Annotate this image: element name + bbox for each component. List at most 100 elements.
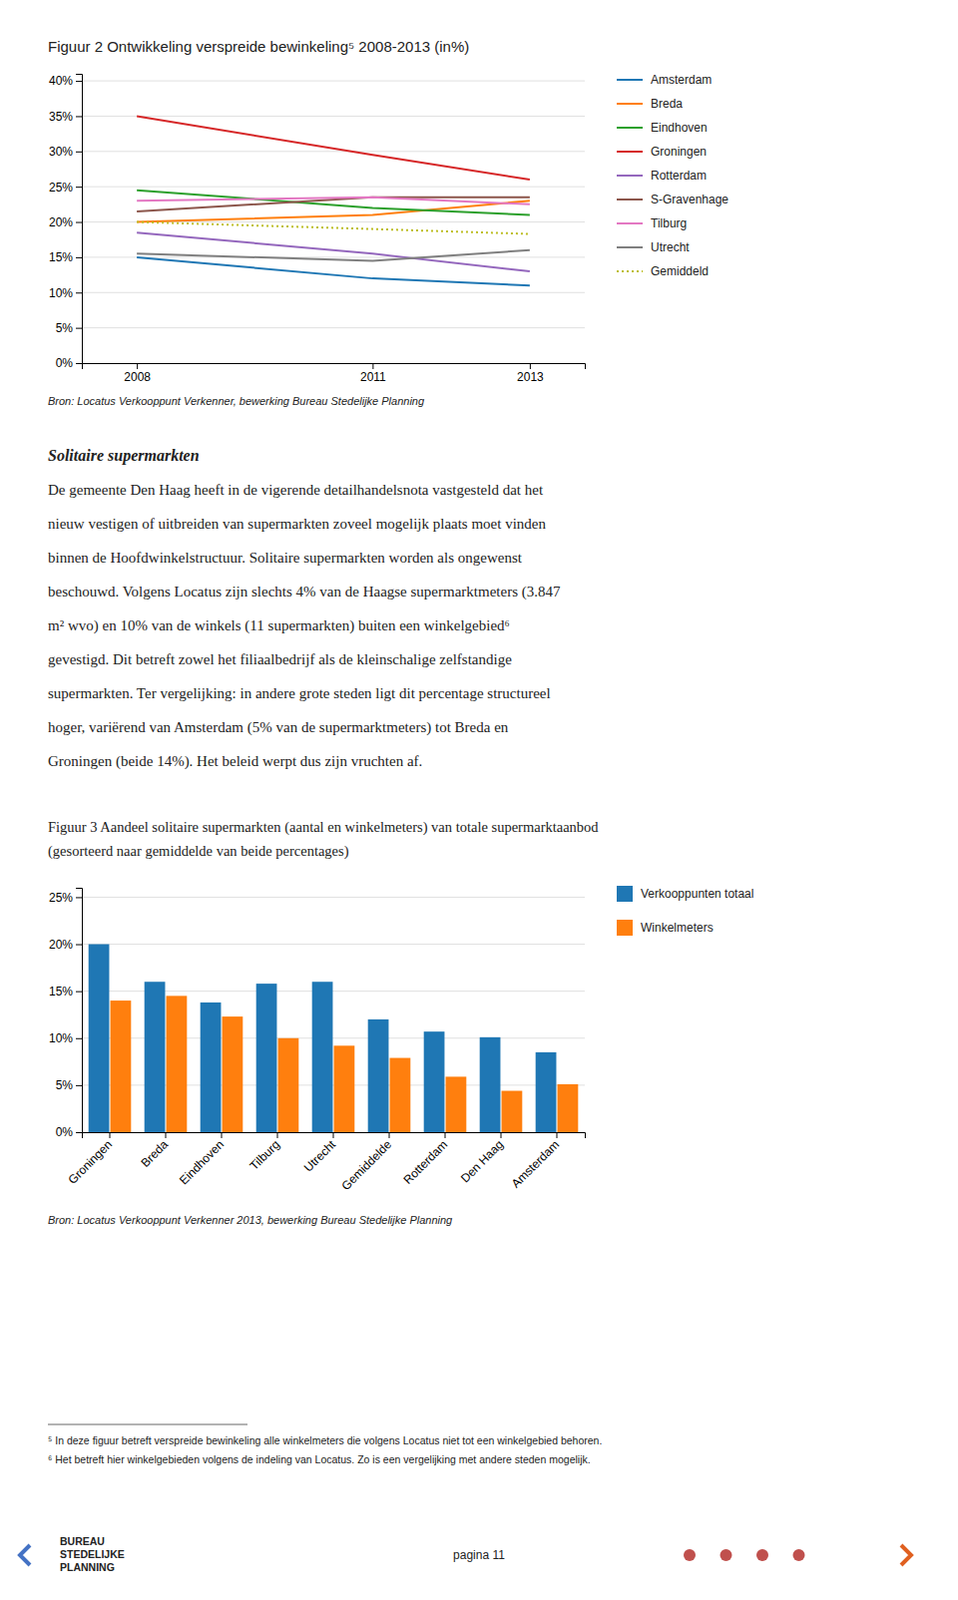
heading: Solitaire supermarkten (47, 447, 200, 466)
logo-text: STEDELIJKE (59, 1548, 125, 1561)
tick-mark (372, 363, 374, 370)
tick-mark (75, 328, 82, 330)
legend-label: Breda (650, 96, 683, 111)
y-axis: 0%5%10%15%20%25% (48, 889, 83, 1141)
legend-label: S-Gravenhage (650, 192, 729, 207)
chart-subtitle: (gesorteerd naar gemiddelde van beide pe… (47, 843, 350, 861)
bar (166, 995, 188, 1133)
chart-title: Figuur 2 Ontwikkeling verspreide bewinke… (47, 37, 470, 55)
paragraph-line: m² wvo) en 10% van de winkels (11 superm… (47, 617, 510, 635)
tick: 35% (48, 109, 82, 124)
tick-label: Den Haag (458, 1137, 506, 1186)
legend-swatch (616, 174, 643, 177)
tick: 20% (48, 215, 82, 230)
tick-mark (221, 1132, 223, 1139)
footnote: ⁵ In deze figuur betreft verspreide bewi… (47, 1435, 602, 1447)
tick: 25% (48, 180, 82, 195)
bars (88, 945, 579, 1133)
tick-label: 5% (55, 321, 74, 336)
tick-label: 10% (48, 1031, 73, 1046)
tick: 2011 (360, 363, 387, 385)
paragraph-line: Groningen (beide 14%). Het beleid werpt … (47, 753, 423, 771)
tick: 0% (55, 1125, 82, 1140)
tick: Rotterdam (401, 1132, 452, 1188)
tick: 5% (55, 1078, 82, 1093)
bar-chart: Figuur 3 Aandeel solitaire supermarkten … (47, 819, 754, 1227)
series-line (136, 190, 530, 216)
legend-item: Amsterdam (616, 72, 712, 87)
bar (200, 1002, 222, 1133)
annotation: Bron: Locatus Verkooppunt Verkenner, bew… (47, 395, 426, 408)
series-line (136, 257, 530, 286)
tick-mark (75, 1085, 82, 1087)
bar (446, 1076, 468, 1133)
legend-item: Rotterdam (616, 168, 707, 183)
body-text: Solitaire supermarkten De gemeente Den Ha… (47, 447, 561, 771)
footer: BUREAUSTEDELIJKEPLANNINGpagina 11 (19, 1535, 912, 1574)
tick-mark (75, 151, 82, 153)
tick-label: 2008 (123, 370, 151, 385)
tick-mark (109, 1132, 111, 1139)
paragraph-line: De gemeente Den Haag heeft in de vigeren… (47, 481, 544, 498)
tick-mark (75, 222, 82, 224)
tick-mark (75, 257, 82, 259)
grid (81, 897, 585, 1133)
tick-mark (75, 80, 82, 82)
logo-text: PLANNING (59, 1561, 115, 1574)
tick: 10% (48, 286, 82, 301)
tick: 0% (55, 356, 82, 371)
legend-swatch (616, 78, 643, 81)
tick-label: 0% (55, 356, 74, 371)
annotation: Bron: Locatus Verkooppunt Verkenner 2013… (47, 1214, 454, 1227)
bar (312, 981, 334, 1133)
legend: AmsterdamBredaEindhovenGroningenRotterda… (616, 72, 729, 279)
bar (479, 1037, 501, 1133)
tick-label: 25% (48, 180, 73, 195)
bar (110, 1000, 132, 1133)
logo-text: BUREAU (59, 1535, 105, 1548)
footer-dot (683, 1549, 696, 1562)
legend-item: Gemiddeld (616, 264, 709, 279)
tick-mark (165, 1132, 167, 1139)
footer-dot (756, 1549, 769, 1562)
grid-line (81, 115, 585, 117)
paragraph-line: beschouwd. Volgens Locatus zijn slechts … (47, 583, 561, 601)
grid-line (81, 150, 585, 152)
bar (334, 1045, 356, 1133)
legend-item: Eindhoven (616, 120, 708, 135)
tick: Gemiddelde (338, 1132, 395, 1194)
nav-arrow-left (19, 1545, 30, 1566)
bar (278, 1038, 300, 1133)
tick-label: Rotterdam (401, 1137, 452, 1188)
plot: 2008201120130%5%10%15%20%25%30%35%40% (48, 73, 586, 384)
tick: 20% (48, 938, 82, 953)
paragraph-line: nieuw vestigen of uitbreiden van superma… (47, 515, 547, 532)
tick-mark (556, 1132, 558, 1139)
tick-mark (75, 1132, 82, 1134)
axis-line (75, 889, 83, 1134)
series-line (136, 197, 530, 205)
legend-label: Verkooppunten totaal (640, 887, 754, 902)
tick-mark (389, 1132, 391, 1139)
tick-label: 2011 (360, 370, 387, 385)
bar (222, 1016, 244, 1133)
tick-mark (277, 1132, 279, 1139)
tick-mark (75, 363, 82, 365)
tick: 40% (48, 73, 82, 88)
legend-item: Breda (616, 96, 683, 111)
tick-mark (75, 292, 82, 294)
legend-swatch (616, 886, 633, 903)
tick-label: Eindhoven (176, 1137, 227, 1188)
tick: 25% (48, 891, 82, 906)
tick: 2008 (123, 363, 151, 385)
grid-line (81, 292, 585, 294)
legend-swatch (616, 222, 643, 225)
legend-swatch (616, 150, 643, 153)
tick: Eindhoven (176, 1132, 227, 1188)
bar (535, 1052, 557, 1133)
legend-swatch (616, 270, 643, 273)
tick-mark (333, 1132, 335, 1139)
tick-mark (500, 1132, 502, 1139)
grid-line (81, 80, 585, 82)
nav-arrow-right (901, 1545, 912, 1566)
